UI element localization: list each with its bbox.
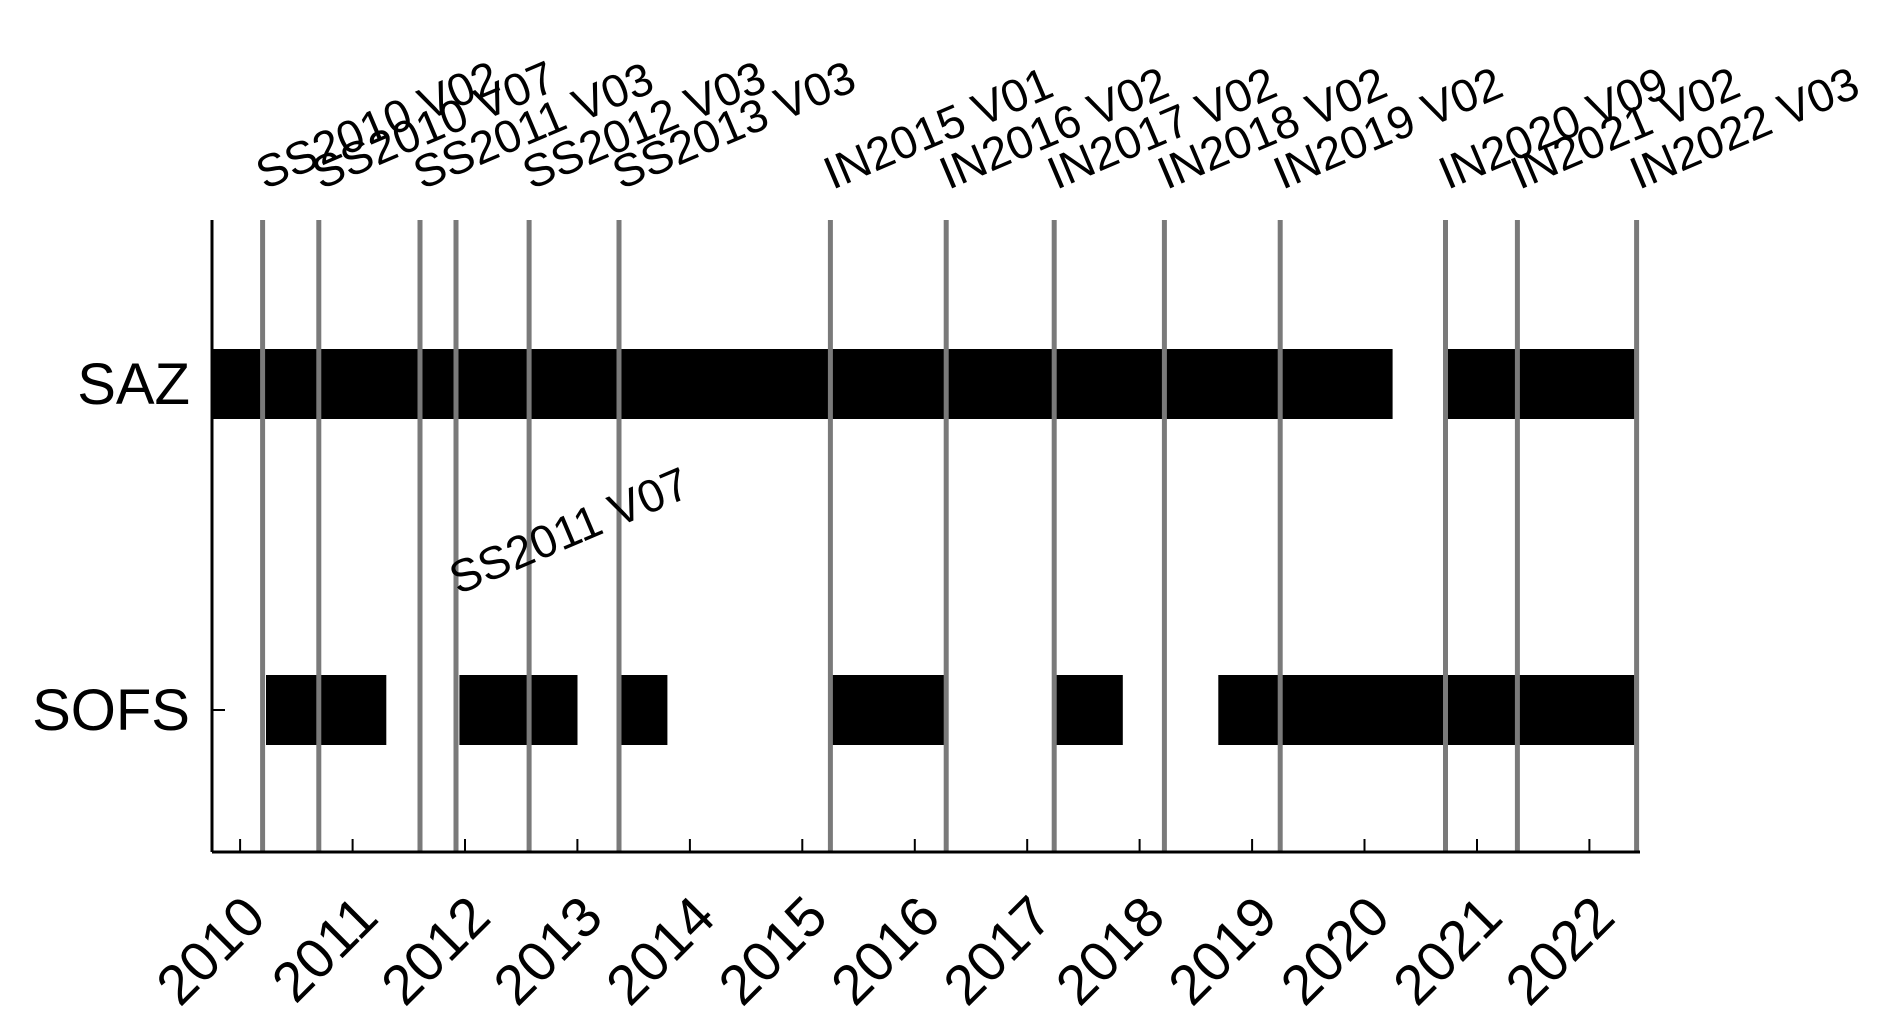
axes (210, 220, 1640, 854)
x-tick-label-2015: 2015 (706, 884, 839, 1011)
bar-sofs-4 (1055, 675, 1123, 745)
bar-sofs-5 (1218, 675, 1635, 745)
bar-sofs-2 (616, 675, 668, 745)
deployment-bars (212, 349, 1635, 745)
voyage-label-ss2011-v07: SS2011 V07 (442, 457, 697, 604)
category-labels: SAZ SOFS (32, 352, 190, 743)
x-tick-label-2013: 2013 (481, 884, 614, 1011)
x-tick-label-2016: 2016 (819, 884, 952, 1011)
x-tick-label-2010: 2010 (144, 884, 277, 1011)
x-tick-label-2019: 2019 (1156, 884, 1289, 1011)
x-ticks: 2010201120122013201420152016201720182019… (144, 839, 1626, 1011)
bar-saz-1 (1446, 349, 1635, 419)
x-tick-label-2014: 2014 (594, 884, 727, 1011)
category-label-saz: SAZ (77, 352, 190, 417)
x-tick-label-2021: 2021 (1381, 884, 1514, 1011)
x-tick-label-2017: 2017 (931, 884, 1064, 1011)
x-tick-label-2018: 2018 (1043, 884, 1176, 1011)
x-tick-label-2022: 2022 (1493, 884, 1626, 1011)
bar-saz-0 (212, 349, 1393, 419)
x-tick-label-2012: 2012 (369, 884, 502, 1011)
x-tick-label-2011: 2011 (259, 884, 389, 1011)
bar-sofs-0 (266, 675, 387, 745)
bar-sofs-3 (830, 675, 949, 745)
x-tick-label-2020: 2020 (1268, 884, 1401, 1011)
bar-sofs-1 (459, 675, 578, 745)
voyage-lines (260, 220, 1640, 852)
category-label-sofs: SOFS (32, 678, 190, 743)
